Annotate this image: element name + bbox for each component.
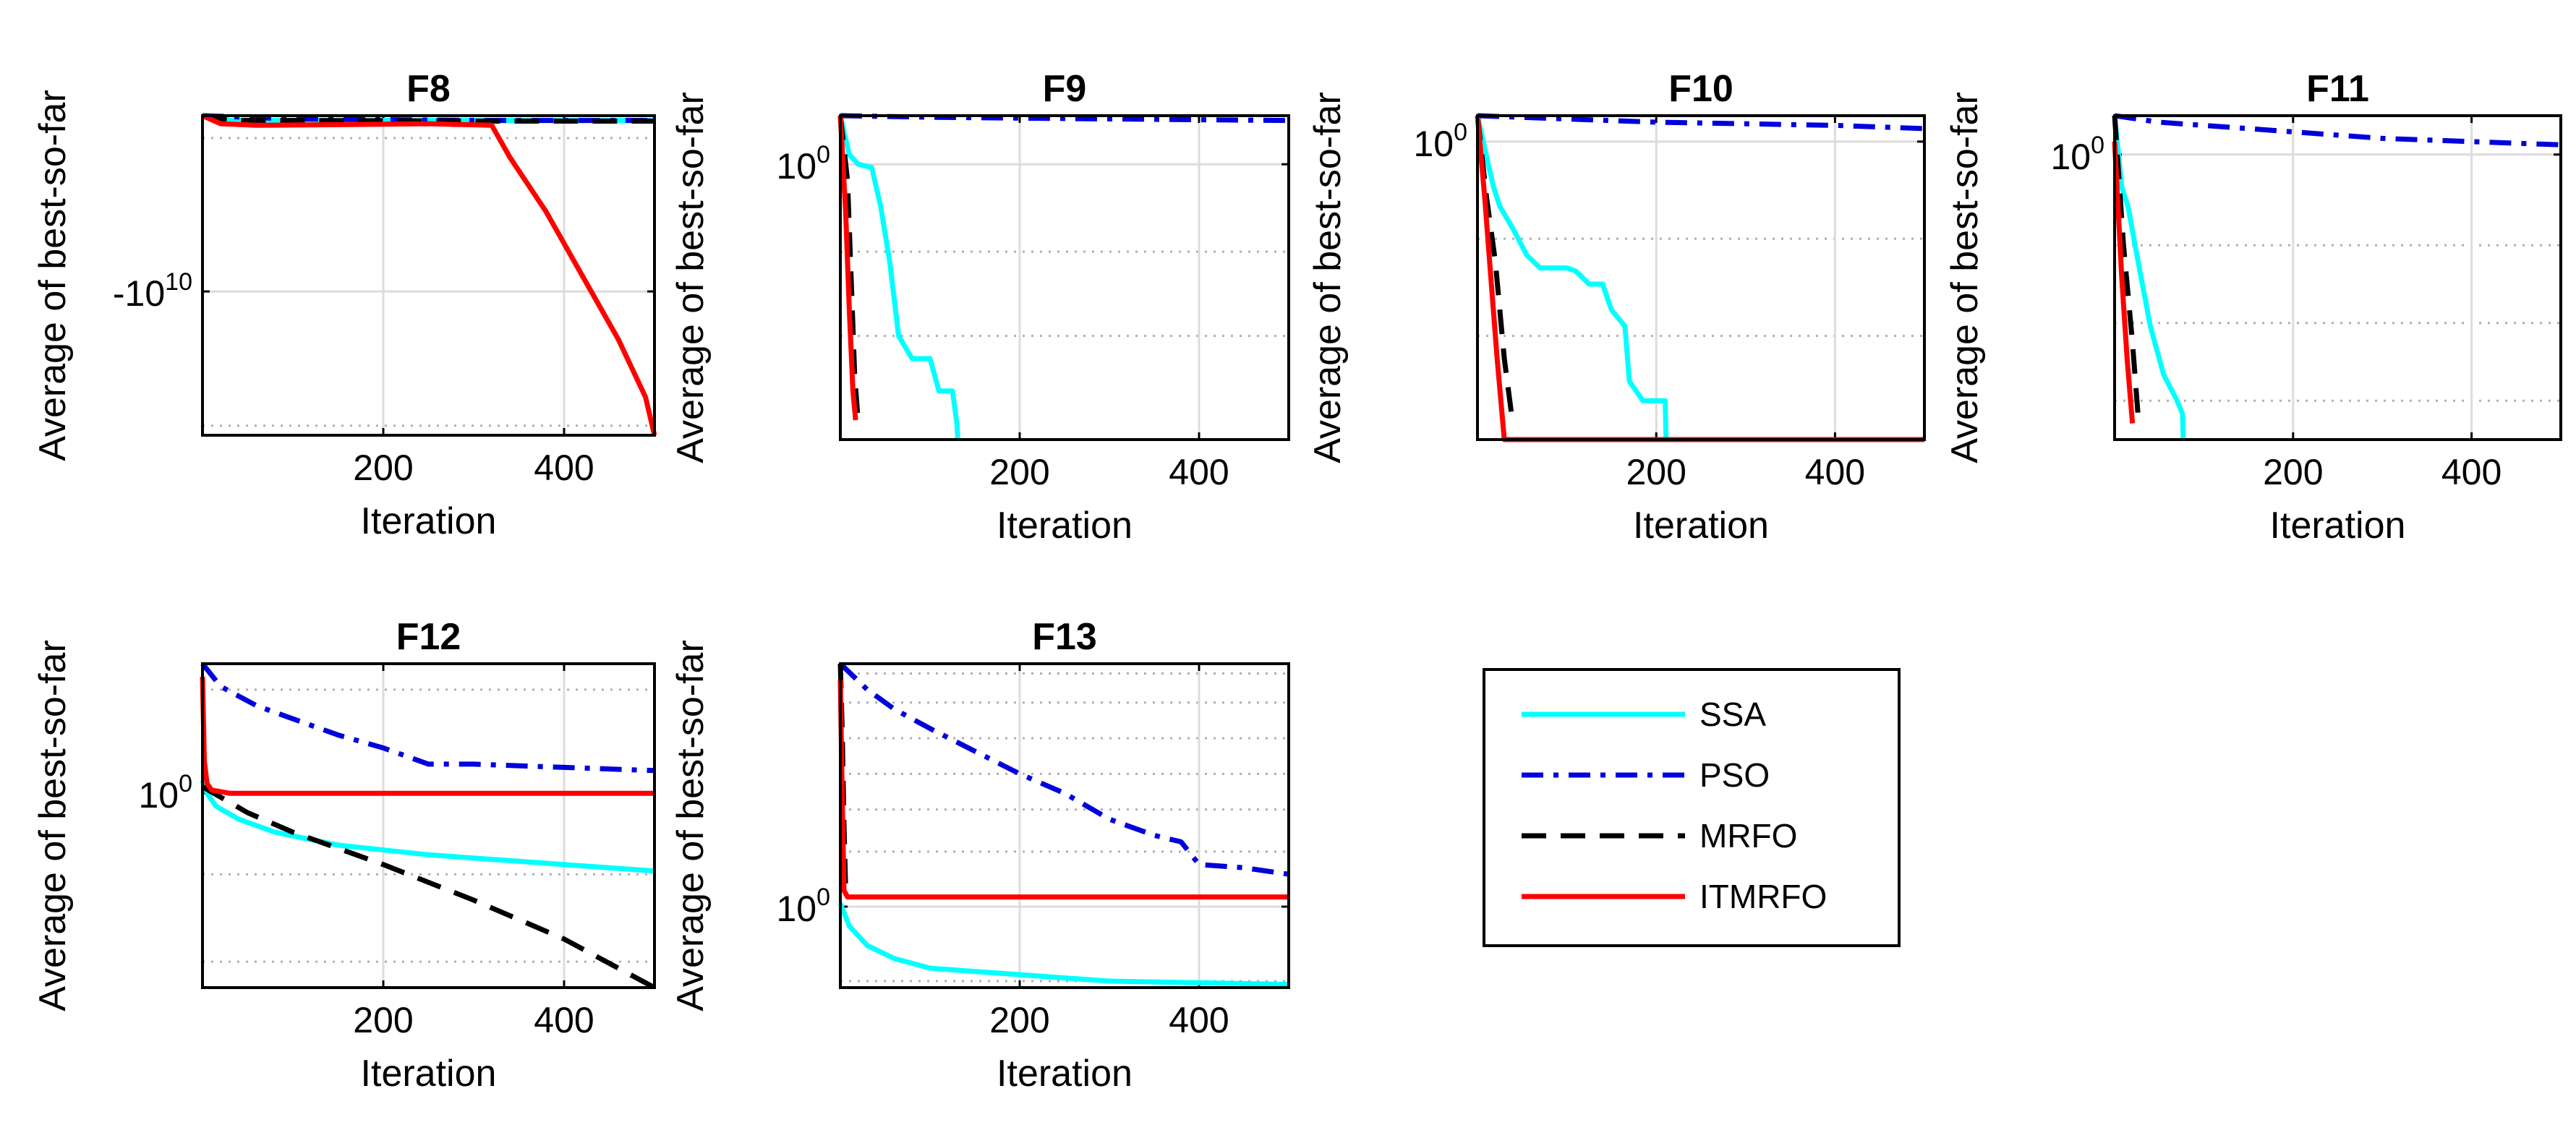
plot-area [202, 116, 654, 435]
series-itmrfo-line [201, 113, 657, 436]
x-axis-label: Iteration [997, 1053, 1133, 1095]
x-tick-label: 200 [353, 448, 413, 488]
y-axis-label: Average of best-so-far [32, 640, 74, 1011]
x-axis-label: Iteration [1633, 505, 1769, 547]
plot-area [840, 664, 1289, 988]
chart-title: F13 [1032, 616, 1097, 658]
x-tick-label: 200 [2263, 452, 2323, 492]
axes-frame [201, 662, 656, 989]
x-axis-label: Iteration [997, 505, 1133, 547]
x-tick-label: 400 [2441, 452, 2502, 492]
panel-f10: 200 400 100 F10 Iteration Average of best-so-… [1307, 68, 1926, 547]
chart-title: F10 [1668, 68, 1733, 110]
x-tick-label: 200 [989, 1000, 1049, 1040]
x-tick-label: 200 [989, 452, 1049, 492]
x-tick-label: 400 [1169, 1000, 1229, 1040]
y-tick-label: 100 [776, 884, 830, 929]
series-mrfo-line [2112, 115, 2141, 424]
x-axis-label: Iteration [361, 500, 497, 542]
y-axis-label: Average of best-so-far [32, 90, 74, 461]
plot-area [202, 664, 654, 988]
legend-item-ssa: SSA [1522, 696, 1766, 733]
legend-item-mrfo: MRFO [1522, 817, 1797, 855]
x-tick-label: 400 [1805, 452, 1865, 492]
x-tick-label: 200 [1626, 452, 1686, 492]
y-tick-label: 100 [1413, 119, 1467, 164]
y-tick-label: 100 [776, 141, 830, 187]
panel-f13: 200 400 100 F13 Iteration Average of best-so-… [670, 616, 1290, 1095]
plot-area [1477, 116, 1924, 440]
y-tick-label: -1010 [113, 268, 192, 314]
panel-f12: 200 400 100 F12 Iteration Average of best-so-… [32, 616, 656, 1095]
series-pso-line [200, 662, 655, 774]
series-pso-line [1477, 113, 1925, 132]
series-ssa-line [837, 902, 1289, 987]
x-tick-label: 400 [1169, 452, 1229, 492]
plot-area [2115, 116, 2561, 440]
series-itmrfo-line [2112, 141, 2136, 424]
axes-frame [2113, 114, 2562, 441]
panel-f11: 200 400 100 F11 Iteration Average of best-so-… [1944, 68, 2562, 547]
x-axis-label: Iteration [2270, 505, 2406, 547]
x-tick-label: 400 [534, 448, 594, 488]
chart-title: F8 [406, 68, 451, 110]
legend-label: SSA [1699, 696, 1766, 733]
y-tick-label: 100 [2050, 132, 2104, 177]
series-mrfo-line [202, 113, 654, 124]
series-ssa-line [837, 115, 960, 440]
y-axis-label: Average of best-so-far [1944, 92, 1986, 463]
axes-frame [201, 114, 656, 437]
y-axis-label: Average of best-so-far [670, 92, 712, 463]
panel-f9: 200 400 100 F9 Iteration Average of best-so-f… [670, 68, 1290, 547]
y-axis-label: Average of best-so-far [670, 640, 712, 1011]
axes-frame [839, 114, 1290, 441]
x-axis-label: Iteration [361, 1053, 497, 1095]
legend-label: PSO [1699, 756, 1770, 794]
axes-frame [1476, 114, 1926, 441]
y-axis-label: Average of best-so-far [1307, 92, 1349, 463]
panel-f8: 200 400 -1010 F8 Iteration Average of best-so… [32, 68, 657, 542]
y-tick-label: 100 [138, 770, 192, 816]
legend: SSA PSO MRFO ITMRFO [1483, 668, 1901, 947]
legend-label: MRFO [1699, 817, 1797, 855]
plot-area [840, 116, 1289, 440]
series-itmrfo-line [200, 676, 654, 796]
subplots: 200 400 -1010 F8 Iteration Average of best-so… [32, 68, 2562, 1095]
legend-item-itmrfo: ITMRFO [1522, 878, 1827, 915]
x-tick-label: 400 [534, 1000, 594, 1040]
series-ssa-line [1475, 115, 1669, 440]
chart-title: F11 [2306, 68, 2369, 110]
series-mrfo-line [201, 784, 656, 991]
axes-frame [839, 662, 1290, 989]
series-ssa-line [200, 779, 655, 874]
chart-title: F9 [1043, 68, 1087, 110]
legend-label: ITMRFO [1699, 878, 1827, 915]
x-tick-label: 200 [353, 1000, 413, 1040]
series-ssa-line [2112, 115, 2186, 440]
legend-item-pso: PSO [1522, 756, 1770, 794]
chart-title: F12 [396, 616, 461, 658]
legend-box [1483, 668, 1901, 947]
series-itmrfo-line [837, 115, 858, 421]
